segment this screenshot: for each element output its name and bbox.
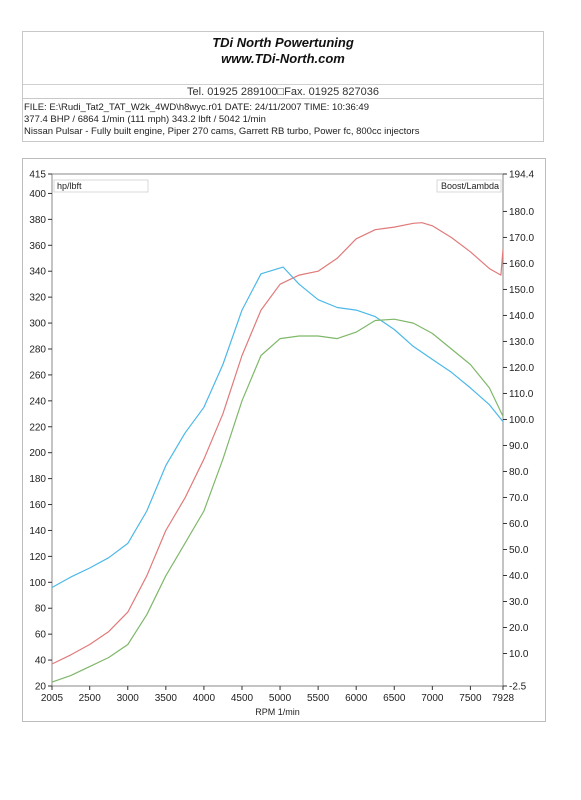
x-tick-label: 3000	[117, 693, 140, 704]
left-tick-label: 380	[29, 215, 46, 226]
right-tick-label: 40.0	[509, 571, 529, 582]
left-tick-label: 260	[29, 370, 46, 381]
x-tick-label: 6000	[345, 693, 368, 704]
left-tick-label: 140	[29, 526, 46, 537]
x-axis-title: RPM 1/min	[255, 707, 300, 717]
left-tick-label: 360	[29, 241, 46, 252]
file-date-line: FILE: E:\Rudi_Tat2_TAT_W2k_4WD\h8wyc.r01…	[24, 102, 369, 113]
left-axis-title: hp/lbft	[57, 181, 82, 191]
right-axis-title: Boost/Lambda	[441, 181, 499, 191]
x-tick-label: 4000	[193, 693, 216, 704]
right-tick-label: 20.0	[509, 623, 529, 634]
dyno-chart-frame	[22, 158, 546, 722]
series-line-torque	[51, 266, 504, 589]
right-tick-label: 100.0	[509, 415, 534, 426]
right-tick-label: 170.0	[509, 233, 534, 244]
left-tick-label: 300	[29, 319, 46, 330]
right-tick-label: 30.0	[509, 597, 529, 608]
vehicle-description-line: Nissan Pulsar - Fully built engine, Pipe…	[24, 126, 420, 137]
contact-numbers: Tel. 01925 289100□Fax. 01925 827036	[23, 84, 543, 98]
right-tick-label: 194.4	[509, 170, 534, 181]
right-axis-title-box	[436, 179, 502, 193]
left-tick-label: 400	[29, 189, 46, 200]
left-tick-label: 200	[29, 448, 46, 459]
right-tick-label: 110.0	[509, 389, 534, 400]
right-tick-label: 150.0	[509, 285, 534, 296]
x-tick-label: 3500	[155, 693, 178, 704]
x-tick-label: 6500	[383, 693, 406, 704]
left-tick-label: 415	[29, 170, 46, 181]
right-tick-label: 140.0	[509, 311, 534, 322]
right-tick-label: 70.0	[509, 493, 529, 504]
x-tick-label: 5500	[307, 693, 330, 704]
left-tick-label: 80	[35, 604, 47, 615]
company-website: www.TDi-North.com	[221, 51, 345, 66]
left-tick-label: 20	[35, 682, 47, 693]
x-tick-label: 2005	[41, 693, 64, 704]
series-line-power	[51, 222, 504, 665]
left-tick-label: 40	[35, 656, 47, 667]
right-tick-label: 180.0	[509, 207, 534, 218]
right-tick-label: 90.0	[509, 441, 529, 452]
left-tick-label: 220	[29, 422, 46, 433]
x-tick-label: 7000	[421, 693, 444, 704]
x-tick-label: 2500	[79, 693, 102, 704]
company-name: TDi North Powertuning	[212, 35, 354, 50]
left-tick-label: 160	[29, 500, 46, 511]
peak-figures-line: 377.4 BHP / 6864 1/min (111 mph) 343.2 l…	[24, 114, 266, 125]
left-tick-label: 60	[35, 630, 47, 641]
right-tick-label: 160.0	[509, 259, 534, 270]
series-line-wheel	[51, 318, 504, 683]
left-tick-label: 100	[29, 578, 46, 589]
x-tick-label: 5000	[269, 693, 292, 704]
left-tick-label: 340	[29, 267, 46, 278]
x-tick-label: 7500	[459, 693, 482, 704]
plot-border	[51, 173, 504, 687]
right-tick-label: 60.0	[509, 519, 529, 530]
right-tick-label: 130.0	[509, 337, 534, 348]
left-tick-label: 240	[29, 396, 46, 407]
right-tick-label: 10.0	[509, 649, 529, 660]
right-tick-label: -2.5	[509, 682, 527, 693]
run-info-panel: FILE: E:\Rudi_Tat2_TAT_W2k_4WD\h8wyc.r01…	[22, 98, 544, 142]
x-tick-label: 7928	[492, 693, 515, 704]
left-tick-label: 320	[29, 293, 46, 304]
left-tick-label: 280	[29, 344, 46, 355]
right-tick-label: 80.0	[509, 467, 529, 478]
left-tick-label: 120	[29, 552, 46, 563]
right-tick-label: 120.0	[509, 363, 534, 374]
right-tick-label: 50.0	[509, 545, 529, 556]
x-tick-label: 4500	[231, 693, 254, 704]
left-tick-label: 180	[29, 474, 46, 485]
left-axis-title-box	[53, 179, 149, 193]
